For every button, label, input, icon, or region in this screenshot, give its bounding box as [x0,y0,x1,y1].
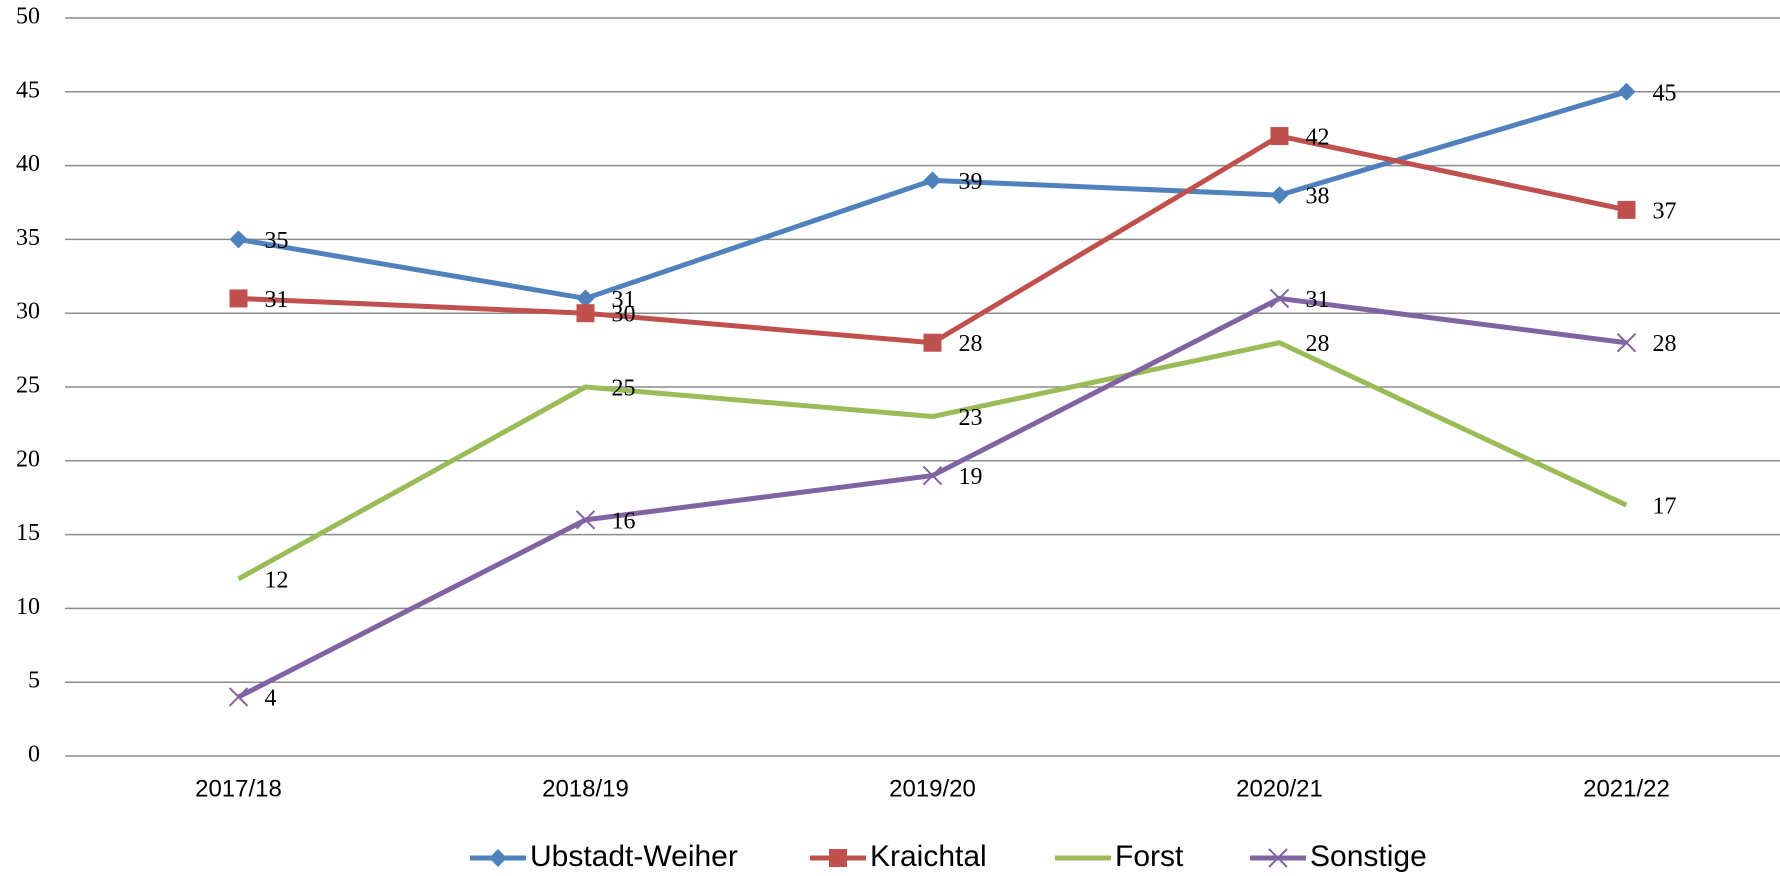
point-marker [228,687,249,707]
point-marker [1270,186,1289,205]
x-tick-label: 2020/21 [1236,775,1323,802]
point-marker [1270,127,1289,146]
data-label: 4 [265,685,277,711]
x-tick-label: 2019/20 [889,775,976,802]
series-line [237,295,1627,700]
data-label: 28 [959,331,983,357]
data-label: 25 [612,376,636,402]
data-label: 17 [1653,494,1677,520]
legend-marker [1268,848,1288,868]
legend-label: Kraichtal [870,840,987,873]
legend-item: Sonstige [1250,840,1427,873]
legend-item: Forst [1055,840,1184,873]
point-marker [1617,82,1636,101]
point-marker [576,289,595,308]
legend-marker [489,849,507,867]
data-label: 38 [1306,184,1330,210]
legend-label: Ubstadt-Weiher [530,840,738,873]
y-tick-label: 15 [16,520,40,546]
data-label: 31 [612,287,636,313]
y-tick-label: 20 [16,446,40,472]
data-label: 37 [1653,198,1677,224]
y-tick-label: 50 [16,4,40,30]
data-label: 45 [1653,80,1677,106]
data-label: 28 [1653,331,1677,357]
legend-marker [829,849,847,867]
y-tick-label: 30 [16,299,40,325]
data-label: 30 [612,302,636,328]
y-tick-label: 35 [16,225,40,251]
data-label: 12 [265,567,289,593]
point-marker [229,289,248,308]
x-tick-label: 2017/18 [195,775,282,802]
data-label: 19 [959,464,983,490]
legend-label: Forst [1115,840,1184,873]
x-tick-label: 2021/22 [1583,775,1670,802]
data-label: 35 [265,228,289,254]
data-label: 16 [612,508,636,534]
point-marker [576,304,595,323]
series-line [238,89,1628,301]
data-label: 42 [1306,125,1330,151]
data-label: 23 [959,405,983,431]
legend-item: Ubstadt-Weiher [470,840,738,873]
point-marker [1269,288,1290,309]
legend-item: Kraichtal [810,840,987,873]
y-tick-label: 40 [16,151,40,177]
point-marker [229,230,248,249]
y-tick-label: 25 [16,373,40,399]
point-marker [923,171,942,190]
point-marker [575,510,596,530]
data-label: 31 [1306,287,1330,313]
point-marker [922,465,943,486]
y-tick-label: 5 [28,668,40,694]
point-marker [1617,200,1636,219]
point-marker [1616,333,1637,353]
y-tick-label: 0 [28,742,40,768]
data-label: 28 [1306,331,1330,357]
point-marker [923,333,942,352]
y-tick-label: 10 [16,594,40,620]
legend-label: Sonstige [1310,840,1427,873]
data-label: 39 [959,169,983,195]
series-line [237,340,1628,582]
y-tick-label: 45 [16,77,40,103]
data-label: 31 [265,287,289,313]
x-tick-label: 2018/19 [542,775,629,802]
